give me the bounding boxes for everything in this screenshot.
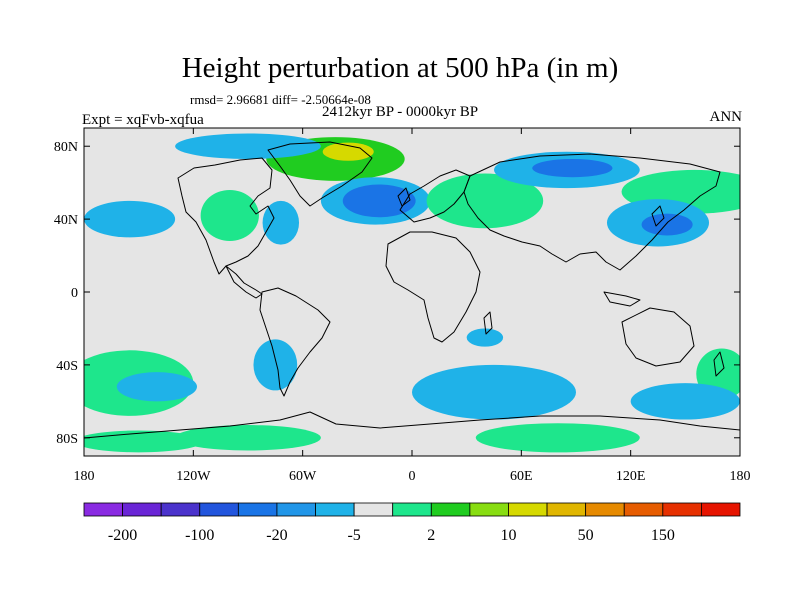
coastline-japan bbox=[651, 205, 665, 227]
colorbar-swatch bbox=[469, 502, 509, 517]
colorbar-swatch bbox=[315, 502, 355, 517]
colorbar-swatch bbox=[160, 502, 201, 517]
lon-tick-label: 60W bbox=[289, 469, 317, 484]
lon-tick-label: 120E bbox=[616, 469, 646, 484]
anomaly-antarctic-west-positive bbox=[84, 430, 203, 453]
coastline-asia bbox=[463, 153, 721, 271]
colorbar-swatch bbox=[199, 502, 239, 517]
lat-tick-label: 40S bbox=[56, 359, 78, 374]
colorbar-swatch bbox=[237, 502, 278, 517]
coastline-greenland bbox=[267, 141, 373, 207]
period-label: 2412kyr BP - 0000kyr BP bbox=[322, 104, 479, 120]
colorbar-label: -5 bbox=[347, 527, 360, 544]
anomaly-eurasia-positive bbox=[426, 173, 544, 229]
colorbar-label: -100 bbox=[185, 527, 214, 544]
lon-tick-label: 180 bbox=[730, 469, 751, 484]
colorbar-swatch bbox=[392, 502, 432, 517]
coastline-indonesia bbox=[603, 291, 641, 307]
colorbar-swatch bbox=[546, 502, 587, 517]
anomaly-north-atlantic-core bbox=[342, 184, 416, 218]
colorbar-swatch bbox=[353, 502, 394, 517]
colorbar-swatch bbox=[701, 502, 741, 517]
colorbar-label: 50 bbox=[578, 527, 594, 544]
coastline-antarctica bbox=[84, 411, 740, 439]
colorbar-swatch bbox=[83, 502, 123, 517]
colorbar-label: 150 bbox=[651, 527, 675, 544]
colorbar: -200 -100 -20 -5 2 10 50 150 bbox=[83, 502, 741, 544]
colorbar-swatch bbox=[585, 502, 625, 517]
lon-tick-label: 60E bbox=[510, 469, 533, 484]
colorbar-swatch bbox=[430, 502, 471, 517]
coastline-africa bbox=[385, 231, 481, 343]
season-label: ANN bbox=[709, 109, 743, 125]
statistics-label: rmsd= 2.96681 diff= -2.50664e-08 bbox=[190, 92, 371, 107]
colorbar-label: 2 bbox=[427, 527, 435, 544]
anomaly-indian-ocean-east-negative bbox=[630, 383, 740, 420]
lat-tick-label: 0 bbox=[71, 286, 78, 301]
anomaly-south-atlantic-negative bbox=[412, 364, 576, 420]
coastline-south-america bbox=[259, 287, 331, 397]
colorbar-swatch bbox=[662, 502, 702, 517]
anomaly-south-america-negative bbox=[253, 339, 298, 391]
colorbar-swatch bbox=[276, 502, 316, 517]
colorbar-label: -200 bbox=[108, 527, 137, 544]
anomaly-west-pacific-core bbox=[641, 213, 693, 236]
lat-tick-label: 40N bbox=[54, 213, 78, 228]
anomaly-south-pacific-negative bbox=[116, 372, 197, 402]
anomaly-antarctic-ross-positive bbox=[175, 425, 321, 451]
anomaly-siberia-core bbox=[532, 158, 613, 178]
coastline-australia bbox=[621, 307, 695, 367]
colorbar-swatch bbox=[508, 502, 548, 517]
anomaly-layer bbox=[84, 133, 740, 453]
colorbar-swatch bbox=[623, 502, 664, 517]
latitude-axis: 80N 40N 0 40S 80S bbox=[54, 140, 740, 447]
map-title: Height perturbation at 500 hPa (in m) bbox=[181, 52, 619, 84]
lat-tick-label: 80N bbox=[54, 140, 78, 155]
coastline-layer bbox=[84, 141, 740, 439]
longitude-axis: 180 120W 60W 0 60E 120E 180 bbox=[74, 128, 751, 484]
anomaly-arctic-ring-negative bbox=[175, 133, 321, 159]
colorbar-label: 10 bbox=[500, 527, 516, 544]
experiment-label: Expt = xqFvb-xqfua bbox=[82, 112, 204, 128]
anomaly-indian-ocean-negative bbox=[466, 328, 504, 347]
lat-tick-label: 80S bbox=[56, 432, 78, 447]
lon-tick-label: 120W bbox=[176, 469, 211, 484]
anomaly-north-america-positive bbox=[200, 189, 259, 241]
coastline-madagascar bbox=[483, 311, 493, 335]
lon-tick-label: 0 bbox=[409, 469, 416, 484]
colorbar-swatch bbox=[122, 502, 162, 517]
lon-tick-label: 180 bbox=[74, 469, 95, 484]
coastline-north-america bbox=[177, 157, 275, 275]
anomaly-greenland-core bbox=[322, 142, 374, 161]
anomaly-atlantic-seaboard-negative bbox=[262, 200, 300, 245]
coastline-new-zealand bbox=[713, 351, 725, 377]
coastline-uk bbox=[397, 187, 411, 207]
colorbar-label: -20 bbox=[266, 527, 287, 544]
anomaly-east-pacific-negative bbox=[84, 200, 176, 238]
anomaly-southern-ocean-positive bbox=[475, 423, 640, 453]
